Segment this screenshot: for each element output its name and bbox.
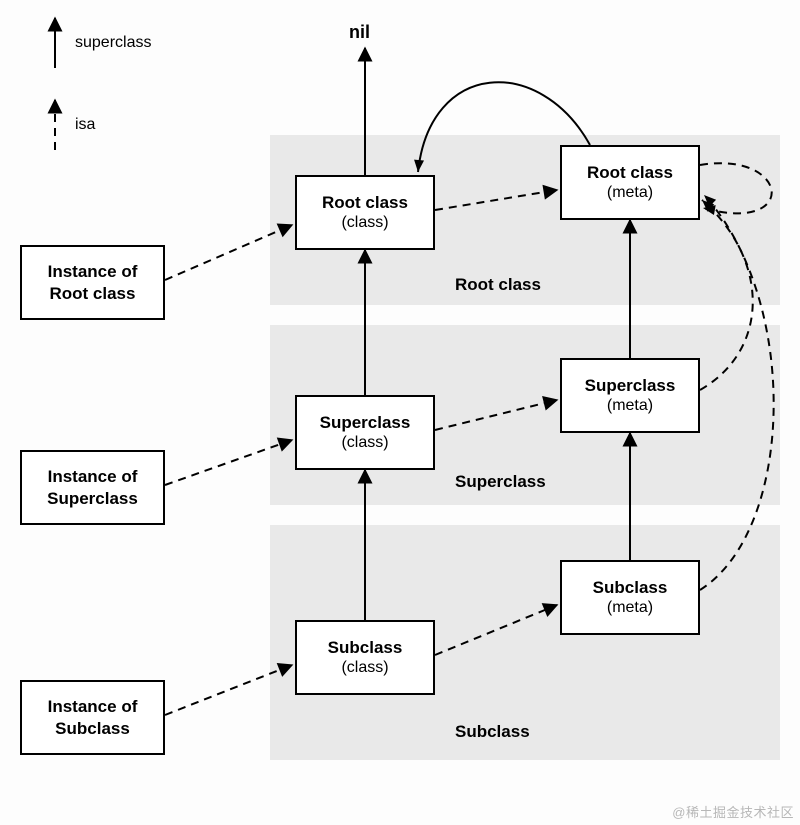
node-title: Root class	[587, 162, 673, 183]
node-root-class-meta: Root class (meta)	[560, 145, 700, 220]
legend-superclass-label: superclass	[75, 34, 151, 52]
node-sub: (meta)	[607, 396, 653, 416]
node-title: Root class	[322, 192, 408, 213]
node-sub: (class)	[341, 658, 388, 678]
panel-label-root-class: Root class	[455, 275, 541, 295]
node-sub: (meta)	[607, 183, 653, 203]
node-instance-of-superclass: Instance of Superclass	[20, 450, 165, 525]
legend-isa-label: isa	[75, 116, 95, 134]
node-instance-of-root-class: Instance of Root class	[20, 245, 165, 320]
node-sub: Root class	[50, 283, 136, 304]
panel-label-superclass: Superclass	[455, 472, 546, 492]
node-title: Superclass	[585, 375, 676, 396]
node-subclass: Subclass (class)	[295, 620, 435, 695]
node-subclass-meta: Subclass (meta)	[560, 560, 700, 635]
node-sub: Superclass	[47, 488, 138, 509]
node-root-class: Root class (class)	[295, 175, 435, 250]
node-title: Instance of	[48, 261, 138, 282]
watermark: @稀土掘金技术社区	[672, 802, 794, 821]
node-title: Instance of	[48, 466, 138, 487]
node-title: Superclass	[320, 412, 411, 433]
nil-label: nil	[349, 22, 370, 43]
node-title: Subclass	[593, 577, 668, 598]
node-sub: Subclass	[55, 718, 130, 739]
node-sub: (class)	[341, 433, 388, 453]
node-instance-of-subclass: Instance of Subclass	[20, 680, 165, 755]
panel-label-subclass: Subclass	[455, 722, 530, 742]
node-superclass: Superclass (class)	[295, 395, 435, 470]
node-sub: (class)	[341, 213, 388, 233]
node-title: Subclass	[328, 637, 403, 658]
node-title: Instance of	[48, 696, 138, 717]
node-superclass-meta: Superclass (meta)	[560, 358, 700, 433]
node-sub: (meta)	[607, 598, 653, 618]
